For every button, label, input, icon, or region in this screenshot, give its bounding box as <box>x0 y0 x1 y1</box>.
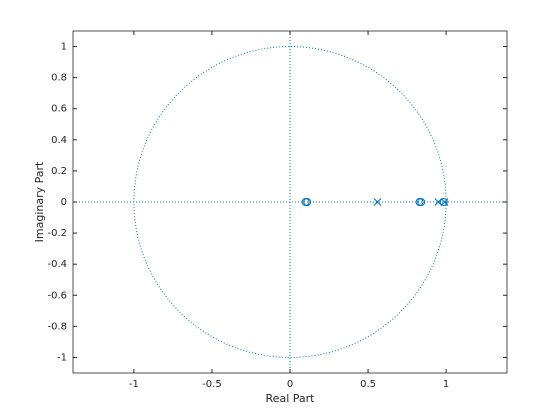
y-tick-label: -0.4 <box>47 259 67 270</box>
x-tick-label: -0.5 <box>202 379 222 390</box>
x-tick-label: 0 <box>287 379 293 390</box>
y-tick-label: -0.8 <box>47 321 67 332</box>
y-tick-label: 0.8 <box>51 73 67 84</box>
y-tick-label: 0 <box>61 197 67 208</box>
x-tick-label: 1 <box>443 379 449 390</box>
x-axis-label: Real Part <box>266 392 316 405</box>
y-tick-label: 1 <box>61 42 67 53</box>
zero-marker <box>417 198 426 206</box>
y-axis-label: Imaginary Part <box>33 161 46 242</box>
y-tick-label: 0.2 <box>51 166 67 177</box>
pole-marker <box>373 198 382 206</box>
y-tick-label: -1 <box>57 352 67 363</box>
pole-marker <box>440 198 449 206</box>
x-tick-label: -1 <box>129 379 139 390</box>
y-tick-label: -0.2 <box>47 228 67 239</box>
pole-marker <box>434 198 443 206</box>
x-tick-label: 0.5 <box>360 379 376 390</box>
y-tick-label: 0.4 <box>51 135 67 146</box>
y-tick-label: -0.6 <box>47 290 67 301</box>
y-tick-label: 0.6 <box>51 104 67 115</box>
zero-marker <box>303 198 312 206</box>
zero-marker <box>439 198 448 206</box>
